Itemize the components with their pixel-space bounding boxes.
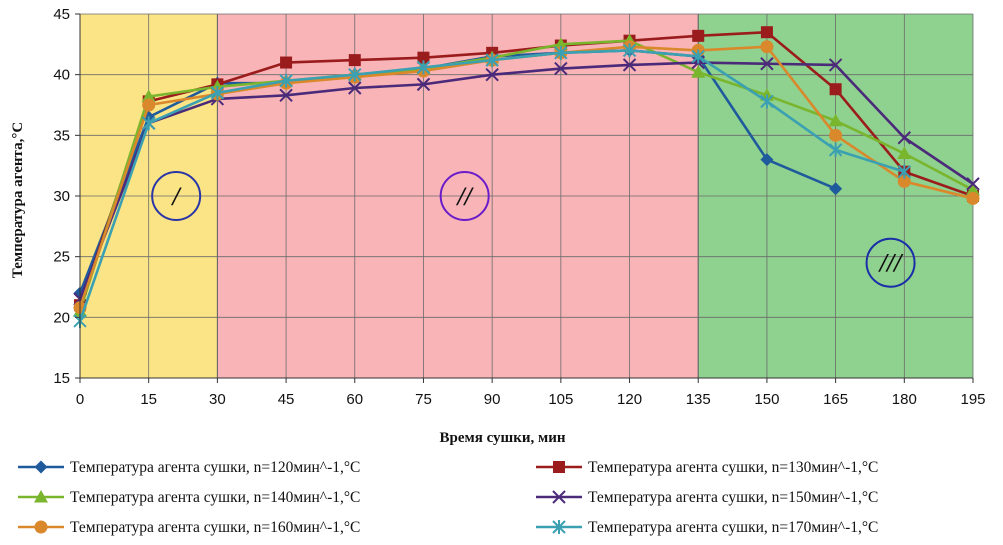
diamond-marker [829,182,843,196]
x-tick-label: 90 [484,391,501,408]
asterisk-marker [552,520,566,534]
y-tick-label: 30 [53,188,70,205]
y-tick-label: 35 [53,127,70,144]
y-tick-label: 25 [53,249,70,266]
circle-marker [142,98,156,112]
axes: 15 20 25 30 35 40 45 0 15 30 45 60 75 90 105 120 135 150 1… [10,6,986,446]
legend-label: Температура агента сушки, n=120мин^-1,°С [70,459,360,476]
zone-3-label: /// [878,249,904,278]
x-marker [966,177,980,191]
x-tick-label: 75 [415,391,432,408]
x-tick-label: 165 [823,391,848,408]
y-tick-label: 15 [53,370,70,387]
diamond-marker [760,153,774,167]
asterisk-marker [279,73,293,88]
square-marker [348,54,361,67]
triangle-marker [34,490,48,503]
circle-marker [760,40,774,54]
legend-label: Температура агента сушки, n=130мин^-1,°С [588,459,878,476]
legend-item-6: Температура агента сушки, n=170мин^-1,°С [536,519,878,536]
square-marker [553,461,565,473]
circle-marker [897,174,911,188]
asterisk-marker [554,45,568,60]
square-marker [829,83,842,96]
asterisk-marker [348,67,362,82]
legend-label: Температура агента сушки, n=140мин^-1,°С [70,489,360,506]
triangle-marker [828,113,843,127]
asterisk-marker [622,43,637,58]
asterisk-marker [141,116,156,131]
zone-3-label-circle [865,237,916,288]
x-tick-label: 120 [617,391,642,408]
triangle-marker [141,89,156,103]
circle-marker [966,191,980,205]
triangle-marker [966,182,980,196]
series-2-line [78,30,974,306]
x-marker [552,490,566,504]
x-tick-label: 195 [960,391,985,408]
asterisk-marker [416,60,431,75]
zone-labels: ////// [151,171,916,288]
x-tick-label: 105 [548,391,573,408]
data-series [73,26,980,328]
x-tick-label: 150 [754,391,779,408]
x-tick-label: 180 [892,391,917,408]
square-marker [417,51,430,64]
x-tick-label: 30 [209,391,226,408]
asterisk-marker [691,49,705,64]
asterisk-marker [828,142,843,157]
legend-label: Температура агента сушки, n=170мин^-1,°С [588,519,878,536]
y-tick-label: 45 [53,6,70,23]
legend-item-4: Температура агента сушки, n=150мин^-1,°С [536,489,878,506]
square-marker [760,26,773,39]
zone-2-label: // [455,182,474,211]
zone-2-label-circle [439,171,490,221]
asterisk-marker [485,53,499,68]
zone-1-label: / [171,182,183,211]
square-marker [692,29,705,42]
x-marker [760,57,774,71]
square-marker [280,56,293,69]
legend-item-3: Температура агента сушки, n=140мин^-1,°С [18,489,360,506]
series-4-line [78,61,974,300]
x-marker [897,131,912,145]
y-tick-label: 20 [53,309,70,326]
legend-item-1: Температура агента сушки, n=120мин^-1,°С [18,459,360,476]
x-marker [485,67,499,82]
triangle-marker [553,37,568,50]
circle-marker [829,128,843,142]
triangle-marker [897,146,912,160]
zone-1-label-circle [151,171,202,221]
x-marker [279,88,293,103]
asterisk-marker [897,164,912,179]
legend-label: Температура агента сушки, n=150мин^-1,°С [588,489,878,506]
y-tick-label: 40 [53,67,70,84]
x-tick-label: 45 [278,391,295,408]
legend-label: Температура агента сушки, n=160мин^-1,°С [70,519,360,536]
series-6 [73,43,912,328]
x-marker [828,58,843,72]
series-3-line [78,39,974,312]
x-tick-label: 60 [346,391,363,408]
triangle-marker [691,65,706,78]
y-axis-title: Температура агента,°С [10,122,26,278]
x-marker [622,58,637,72]
x-tick-label: 0 [76,391,84,408]
legend-item-2: Температура агента сушки, n=130мин^-1,°С [536,459,878,476]
asterisk-marker [210,85,225,100]
legend: Температура агента сушки, n=120мин^-1,°С… [18,459,878,536]
x-tick-label: 15 [140,391,157,408]
diamond-marker [34,460,48,474]
circle-marker [34,520,48,534]
legend-item-5: Температура агента сушки, n=160мин^-1,°С [18,519,360,536]
x-tick-label: 135 [686,391,711,408]
x-marker [554,61,568,76]
x-axis-title: Время сушки, мин [440,430,566,446]
x-marker [348,81,362,95]
x-marker [416,77,431,92]
asterisk-marker [760,94,774,109]
